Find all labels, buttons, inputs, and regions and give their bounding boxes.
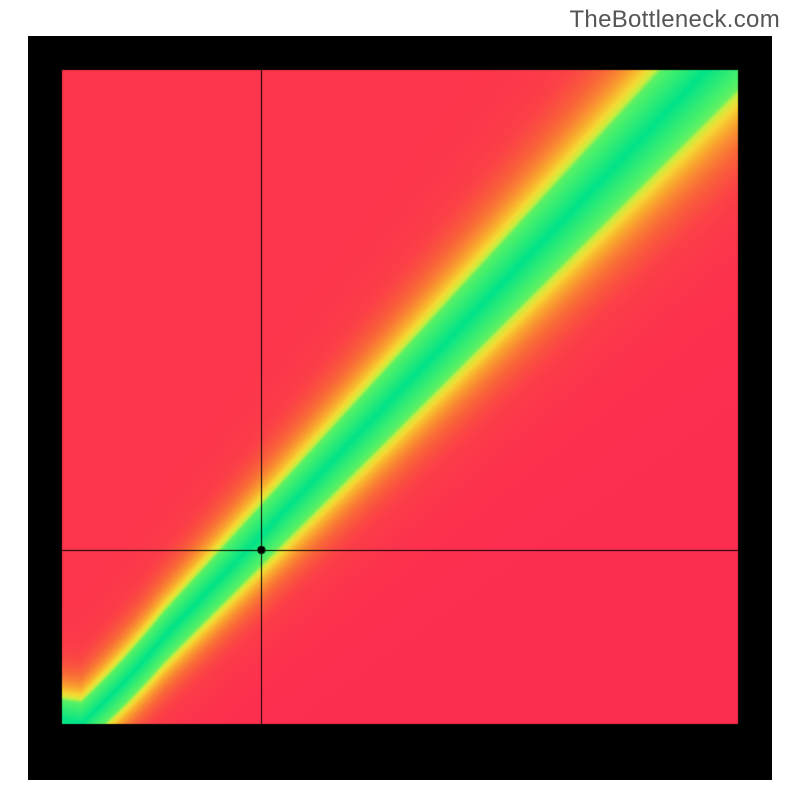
plot-frame	[28, 36, 772, 780]
crosshair-overlay	[28, 36, 772, 780]
watermark-text: TheBottleneck.com	[569, 6, 780, 34]
